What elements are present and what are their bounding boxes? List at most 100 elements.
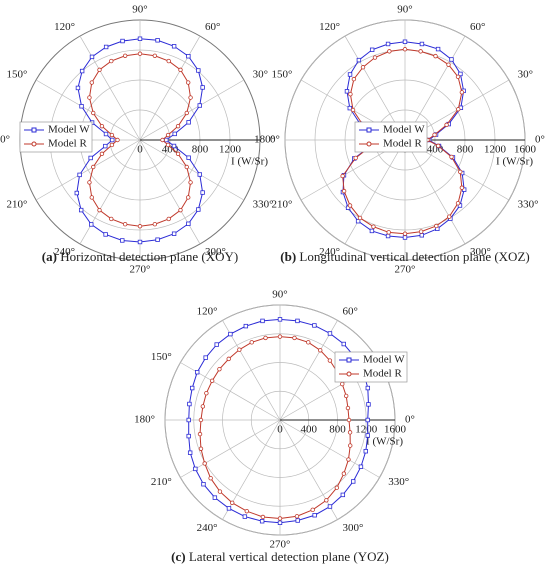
marker	[449, 57, 454, 62]
marker	[385, 41, 391, 47]
marker	[340, 173, 345, 179]
marker	[455, 200, 461, 206]
r-axis-title: I (W/Sr)	[231, 156, 268, 168]
theta-tick-label: 120°	[54, 21, 75, 33]
marker	[324, 498, 329, 503]
theta-tick-label: 90°	[397, 4, 412, 16]
marker	[371, 224, 376, 229]
marker	[187, 401, 192, 407]
r-tick-label: 1200	[484, 144, 507, 156]
marker	[109, 216, 114, 222]
marker	[89, 80, 94, 85]
theta-tick-label: 270°	[270, 539, 291, 551]
caption-label: (c)	[171, 549, 185, 564]
theta-tick-label: 180°	[134, 414, 155, 426]
marker	[196, 68, 201, 73]
theta-tick-label: 150°	[151, 351, 172, 363]
marker	[260, 514, 266, 520]
marker	[344, 89, 350, 94]
marker	[188, 180, 193, 185]
r-tick-label: 1200	[219, 144, 242, 156]
marker	[208, 476, 213, 481]
marker	[200, 85, 205, 90]
theta-tick-label: 60°	[205, 21, 220, 33]
theta-tick-label: 300°	[343, 522, 364, 534]
marker	[456, 107, 461, 112]
marker	[166, 216, 171, 222]
marker	[446, 62, 451, 67]
marker	[243, 323, 249, 329]
marker	[152, 222, 158, 227]
marker	[200, 404, 206, 409]
caption: (a) Horizontal detection plane (XOY)	[42, 249, 238, 264]
caption: (b) Longitudinal vertical detection plan…	[280, 249, 529, 264]
marker	[109, 58, 114, 64]
marker	[310, 507, 315, 513]
marker	[212, 495, 218, 500]
marker	[341, 341, 346, 347]
marker	[184, 164, 189, 170]
marker	[165, 142, 171, 148]
marker	[186, 80, 191, 85]
marker	[178, 67, 183, 73]
marker	[171, 44, 177, 49]
marker	[91, 164, 96, 170]
marker	[99, 123, 105, 129]
marker	[341, 188, 347, 194]
caption-title: Longitudinal vertical detection plane (X…	[299, 249, 529, 264]
marker	[209, 378, 215, 384]
marker	[277, 334, 283, 339]
theta-tick-label: 330°	[253, 199, 274, 211]
marker	[103, 143, 108, 149]
marker	[433, 53, 438, 59]
marker	[418, 229, 424, 234]
marker	[386, 230, 391, 235]
marker	[120, 38, 125, 44]
marker	[172, 131, 177, 137]
theta-tick-label: 330°	[518, 199, 539, 211]
marker	[186, 221, 191, 226]
marker	[193, 466, 198, 472]
angular-grid	[79, 35, 141, 141]
legend-marker	[31, 141, 37, 147]
theta-tick-label: 180°	[0, 134, 10, 146]
marker	[197, 103, 202, 108]
marker	[99, 151, 105, 157]
marker	[103, 232, 108, 237]
r-tick-label: 0	[277, 424, 283, 436]
marker	[137, 36, 143, 41]
marker	[197, 431, 203, 437]
marker	[197, 172, 202, 177]
marker	[277, 516, 283, 521]
marker	[87, 180, 92, 185]
marker	[228, 331, 233, 337]
theta-tick-label: 330°	[388, 476, 409, 488]
marker	[357, 215, 363, 221]
marker	[237, 347, 242, 352]
theta-tick-label: 300°	[205, 246, 226, 258]
theta-tick-label: 240°	[319, 246, 340, 258]
legend-box	[19, 121, 93, 153]
marker	[387, 49, 392, 54]
angular-grid	[279, 419, 338, 520]
marker	[217, 489, 223, 494]
marker	[372, 55, 378, 60]
marker	[249, 340, 254, 345]
r-tick-label: 1200	[355, 424, 378, 436]
theta-tick-label: 300°	[470, 246, 491, 258]
marker	[171, 231, 177, 236]
theta-tick-label: 180°	[254, 134, 275, 146]
marker	[214, 342, 219, 347]
marker	[295, 318, 300, 324]
legend-box	[354, 121, 428, 153]
theta-tick-label: 150°	[272, 69, 293, 81]
marker	[122, 222, 128, 227]
marker	[436, 143, 441, 149]
marker	[355, 218, 361, 224]
r-tick-label: 400	[301, 424, 318, 436]
marker	[402, 231, 408, 236]
angular-grid	[35, 79, 141, 141]
marker	[365, 417, 370, 423]
marker	[459, 90, 465, 95]
